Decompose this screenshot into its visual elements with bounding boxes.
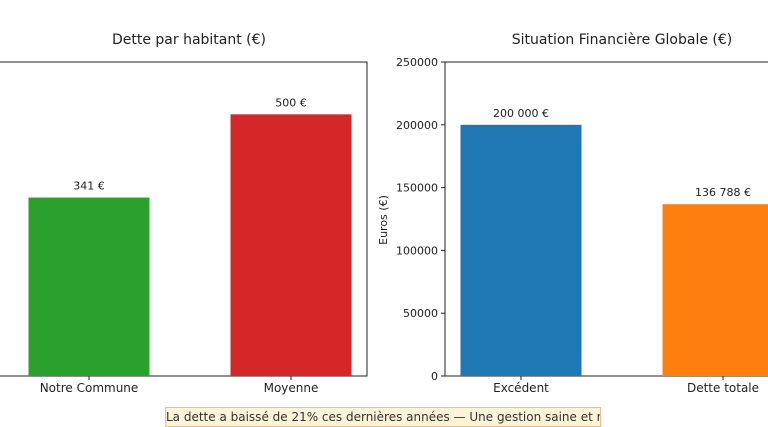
y-tick-label: 0 <box>431 370 438 383</box>
bar <box>460 124 582 376</box>
plot-frame <box>0 61 368 377</box>
data-label: 500 € <box>275 96 307 109</box>
summary-caption: La dette a baissé de 21% ces dernières a… <box>165 407 601 427</box>
data-label: 200 000 € <box>493 107 549 120</box>
y-tick-label: 200000 <box>396 119 438 132</box>
x-tick-label: Moyenne <box>264 381 319 395</box>
bar <box>230 114 352 376</box>
plot-frame <box>444 61 768 377</box>
y-tick-label: 250000 <box>396 56 438 69</box>
chart-title: Situation Financière Globale (€) <box>512 32 733 48</box>
bar <box>662 204 768 376</box>
y-tick-label: 100000 <box>396 244 438 257</box>
x-tick-label: Notre Commune <box>40 381 139 395</box>
x-tick-label: Excédent <box>493 381 549 395</box>
chart-title: Dette par habitant (€) <box>112 32 266 48</box>
data-label: 341 € <box>73 180 105 193</box>
bar <box>28 197 150 376</box>
chart-global-financial-situation: Situation Financière Globale (€) Euros (… <box>377 32 768 395</box>
chart-debt-per-inhabitant: Dette par habitant (€) 341 €500 € 010020… <box>0 32 368 395</box>
y-axis-label: Euros (€) <box>377 195 390 245</box>
x-tick-label: Dette totale <box>687 381 759 395</box>
y-tick-label: 50000 <box>403 307 438 320</box>
data-label: 136 788 € <box>695 186 751 199</box>
y-tick-label: 150000 <box>396 182 438 195</box>
